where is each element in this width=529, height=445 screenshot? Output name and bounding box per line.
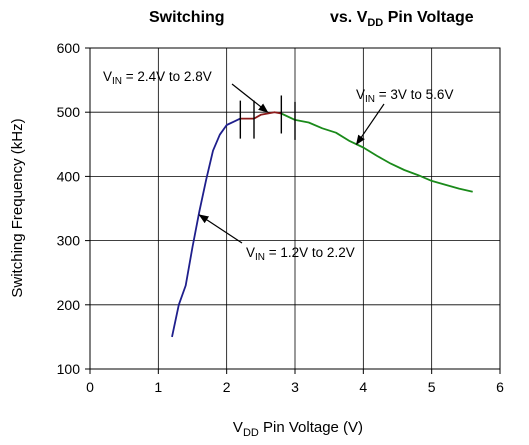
plot-frame <box>89 47 501 370</box>
chart-title-right: vs. VDD Pin Voltage <box>330 9 474 29</box>
x-tick-label: 0 <box>86 379 94 395</box>
series-line-0 <box>171 117 241 338</box>
x-tick-labels: 0 1 2 3 4 5 6 <box>86 379 504 395</box>
x-tick-label: 3 <box>291 379 299 395</box>
annotation-arrow <box>198 214 243 244</box>
annotation-vin-3-to-5-6: VIN = 3V to 5.6V <box>356 87 453 105</box>
y-tick-label: 200 <box>57 297 81 313</box>
axes <box>85 47 501 374</box>
boundary-markers <box>239 95 296 140</box>
x-tick-label: 5 <box>428 379 436 395</box>
annotation-arrow <box>355 103 385 146</box>
y-tick-label: 100 <box>57 361 81 377</box>
chart-title-left: Switching <box>149 9 225 26</box>
y-tick-label: 300 <box>57 233 81 249</box>
y-tick-label: 500 <box>57 104 81 120</box>
y-tick-label: 600 <box>57 40 81 56</box>
y-tick-label: 400 <box>57 168 81 184</box>
x-tick-label: 2 <box>223 379 231 395</box>
x-axis-label: VDD Pin Voltage (V) <box>233 419 363 439</box>
x-tick-label: 6 <box>496 379 504 395</box>
series-line-2 <box>280 112 473 193</box>
series-line-1 <box>240 111 282 120</box>
annotation-vin-2-4-to-2-8: VIN = 2.4V to 2.8V <box>103 69 212 87</box>
annotation-arrow <box>231 83 269 113</box>
x-tick-label: 1 <box>154 379 162 395</box>
annotation-vin-1-2-to-2-2: VIN = 1.2V to 2.2V <box>246 245 355 263</box>
series-lines <box>171 111 473 338</box>
y-axis-label: Switching Frequency (kHz) <box>9 118 26 297</box>
y-tick-labels: 100 200 300 400 500 600 <box>57 40 81 377</box>
annotations <box>198 83 385 244</box>
x-tick-label: 4 <box>359 379 367 395</box>
